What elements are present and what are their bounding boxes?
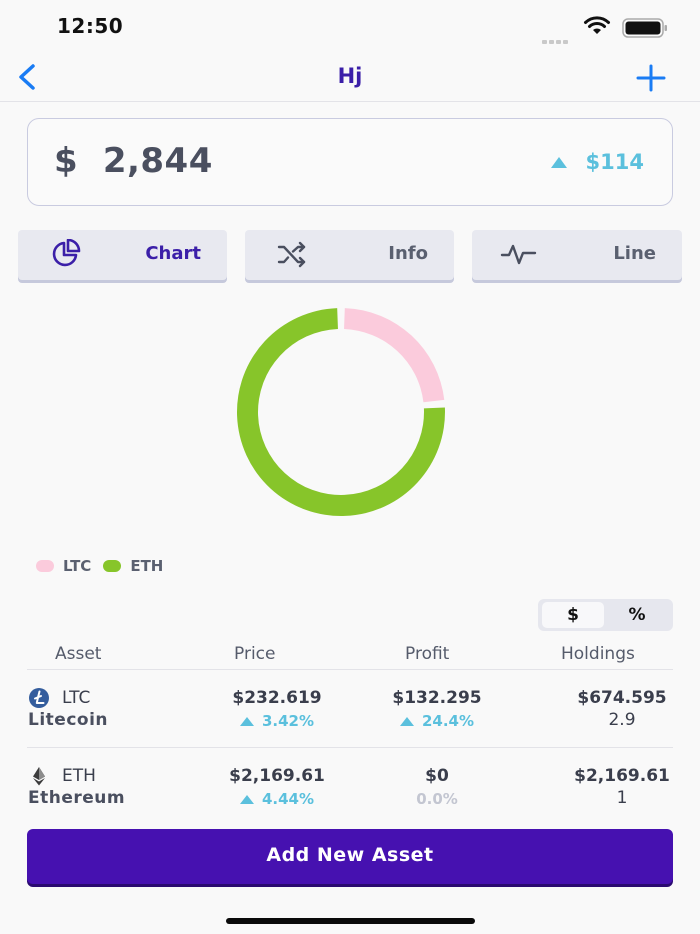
price-change: 4.44% bbox=[187, 790, 367, 808]
home-indicator bbox=[226, 918, 475, 924]
up-triangle-icon bbox=[399, 716, 414, 726]
asset-name: Litecoin bbox=[28, 710, 109, 730]
legend-item-ltc: LTC bbox=[36, 557, 91, 575]
segment-percent[interactable]: % bbox=[628, 605, 646, 625]
table-row[interactable]: LTC Litecoin $232.619 3.42% $132.295 24.… bbox=[27, 670, 673, 748]
allocation-donut-chart bbox=[237, 308, 445, 516]
portfolio-total-card: $ 2,844 $114 bbox=[27, 118, 673, 206]
column-header-profit: Profit bbox=[405, 644, 450, 664]
column-header-holdings: Holdings bbox=[561, 644, 635, 664]
pie-chart-icon bbox=[52, 239, 81, 267]
status-bar: 12:50 bbox=[0, 0, 700, 56]
legend-label-eth: ETH bbox=[130, 557, 164, 575]
portfolio-change-value: $114 bbox=[585, 150, 644, 174]
table-row[interactable]: ETH Ethereum $2,169.61 4.44% $0 0.0% $2,… bbox=[27, 748, 673, 826]
up-triangle-icon bbox=[239, 794, 254, 804]
cellular-signal-icon bbox=[542, 29, 570, 48]
navigation-bar: Hj bbox=[0, 56, 700, 102]
status-time: 12:50 bbox=[57, 14, 124, 38]
profit-change-value: 0.0% bbox=[416, 790, 458, 808]
asset-price: $2,169.61 bbox=[229, 766, 325, 786]
asset-name: Ethereum bbox=[28, 788, 126, 808]
profit-change: 0.0% bbox=[357, 790, 517, 808]
asset-symbol: ETH bbox=[62, 766, 96, 786]
wifi-icon bbox=[584, 16, 610, 34]
asset-price: $232.619 bbox=[232, 688, 322, 708]
add-new-asset-button[interactable]: Add New Asset bbox=[27, 829, 673, 884]
holdings-value: $674.595 bbox=[577, 688, 667, 708]
legend-dot-ltc bbox=[36, 560, 54, 572]
profit-change: 24.4% bbox=[357, 712, 517, 730]
page-title: Hj bbox=[337, 64, 363, 88]
tab-info[interactable]: Info bbox=[245, 230, 454, 280]
legend-item-eth: ETH bbox=[103, 557, 163, 575]
activity-line-icon bbox=[500, 244, 537, 265]
asset-profit: $132.295 bbox=[392, 688, 482, 708]
portfolio-change: $114 bbox=[550, 150, 644, 174]
asset-profit: $0 bbox=[425, 766, 449, 786]
segment-dollar[interactable]: $ bbox=[542, 602, 604, 628]
price-change: 3.42% bbox=[187, 712, 367, 730]
holdings-value: $2,169.61 bbox=[574, 766, 670, 786]
price-change-value: 4.44% bbox=[261, 790, 315, 808]
unit-segmented-control: $ % bbox=[538, 599, 673, 631]
price-change-value: 3.42% bbox=[261, 712, 315, 730]
column-header-price: Price bbox=[234, 644, 276, 664]
legend-dot-eth bbox=[103, 560, 122, 572]
litecoin-icon bbox=[29, 688, 49, 708]
profit-change-value: 24.4% bbox=[421, 712, 475, 730]
chart-legend: LTC ETH bbox=[36, 557, 175, 575]
tab-line-label: Line bbox=[613, 243, 656, 264]
tab-info-label: Info bbox=[388, 243, 428, 264]
holdings-quantity: 2.9 bbox=[608, 710, 636, 730]
up-triangle-icon bbox=[550, 156, 567, 168]
portfolio-total-value: $ 2,844 bbox=[54, 141, 213, 181]
legend-label-ltc: LTC bbox=[63, 557, 92, 575]
tab-chart-label: Chart bbox=[145, 243, 201, 264]
shuffle-icon bbox=[277, 241, 306, 268]
assets-table-header: Asset Price Profit Holdings bbox=[27, 642, 673, 670]
ethereum-icon bbox=[33, 767, 45, 786]
up-triangle-icon bbox=[239, 716, 254, 726]
battery-icon bbox=[622, 18, 667, 38]
tab-chart[interactable]: Chart bbox=[18, 230, 227, 280]
donut-slice-ltc bbox=[344, 308, 445, 403]
back-chevron-icon[interactable] bbox=[12, 60, 42, 94]
asset-symbol: LTC bbox=[62, 688, 91, 708]
column-header-asset: Asset bbox=[55, 644, 102, 664]
holdings-quantity: 1 bbox=[616, 788, 628, 808]
tab-line[interactable]: Line bbox=[472, 230, 682, 280]
add-plus-icon[interactable] bbox=[632, 60, 670, 96]
